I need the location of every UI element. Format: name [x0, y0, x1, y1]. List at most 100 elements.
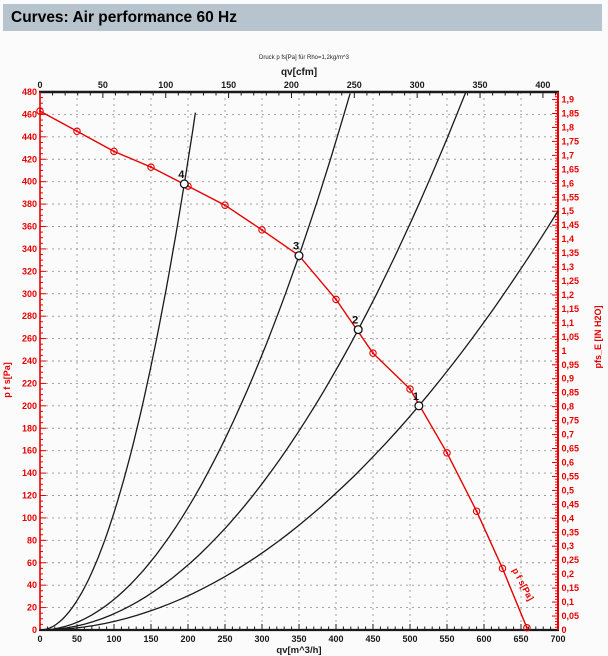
right-axis-tick-label: 0,7	[562, 430, 575, 440]
y-axis-title: p f s[Pa]	[2, 362, 12, 398]
system-curve-3	[39, 93, 351, 631]
right-axis-tick-label: 0,2	[562, 569, 575, 579]
right-axis-tick-label: 0	[562, 625, 567, 635]
right-axis-tick-label: 0,25	[562, 555, 580, 565]
x-axis-tick-label: 350	[291, 634, 306, 644]
grid	[40, 92, 558, 630]
fan-curve-marker	[332, 295, 340, 304]
left-axis-tick-label: 380	[22, 199, 37, 209]
x-axis-tick-label: 550	[439, 634, 454, 644]
axis-spines	[39, 90, 559, 632]
operating-point-3: 3	[293, 241, 304, 261]
fan-curve-marker	[472, 507, 481, 515]
left-axis-tick-label: 260	[22, 334, 37, 344]
chart-subtitle: Druck p fs[Pa] für Rho=1,2kg/m^3	[258, 55, 350, 61]
left-axis-tick-label: 320	[22, 266, 37, 276]
operating-point-2: 2	[352, 315, 363, 335]
page-title: Curves: Air performance 60 Hz	[3, 4, 602, 31]
right-axis-tick-label: 1,8	[562, 122, 575, 132]
operating-point-number: 3	[293, 241, 299, 253]
x-axis-tick-label: 100	[106, 634, 121, 644]
left-axis-tick-label: 100	[22, 513, 37, 523]
right-axis-tick-label: 0,65	[562, 444, 580, 454]
right-axis-tick-label: 0,05	[562, 611, 580, 621]
axis-tick-labels: 0 50 100 150 200 250 300 350 400 450 500 550 600 650 7…	[22, 80, 579, 644]
right-axis-tick-label: 1,75	[562, 136, 580, 146]
right-axis-tick-label: 1,6	[562, 178, 575, 188]
right-axis-tick-label: 1,9	[562, 95, 575, 105]
left-axis-tick-label: 460	[22, 109, 37, 119]
left-axis-tick-label: 280	[22, 311, 37, 321]
right-axis-tick-label: 0,35	[562, 527, 580, 537]
right-axis-tick-label: 1,45	[562, 220, 580, 230]
x-axis-tick-label: 300	[254, 634, 269, 644]
left-axis-tick-label: 0	[32, 625, 37, 635]
right-axis-tick-label: 1,4	[562, 234, 575, 244]
top-axis-tick-label: 150	[221, 80, 236, 90]
fan-curve-marker	[36, 107, 44, 115]
left-axis-tick-label: 340	[22, 244, 37, 254]
right-axis-tick-label: 1	[562, 346, 567, 356]
right-axis-title: pfs_E [IN H2O]	[593, 305, 603, 368]
right-axis-tick-label: 0,55	[562, 471, 580, 481]
x-axis-tick-label: 50	[72, 634, 82, 644]
right-axis-tick-label: 1,2	[562, 290, 575, 300]
right-axis-tick-label: 1,25	[562, 276, 580, 286]
left-axis-tick-label: 160	[22, 446, 37, 456]
operating-point-number: 2	[352, 315, 358, 327]
fan-curve-marker	[406, 385, 414, 393]
operating-point-number: 1	[413, 391, 419, 403]
fan-curve-marker	[498, 564, 507, 573]
right-axis-tick-label: 0,75	[562, 416, 580, 426]
right-axis-tick-label: 1,85	[562, 109, 580, 119]
left-axis-tick-label: 480	[22, 87, 37, 97]
top-axis-tick-label: 350	[473, 80, 488, 90]
right-axis-tick-label: 1,65	[562, 164, 580, 174]
system-curve-4	[39, 112, 197, 631]
right-axis-tick-label: 0,15	[562, 583, 580, 593]
right-axis-tick-label: 0,5	[562, 485, 575, 495]
x-axis-tick-label: 700	[550, 634, 565, 644]
fan-curve-marker	[221, 201, 229, 209]
left-axis-tick-label: 120	[22, 491, 37, 501]
fan-curve-marker	[147, 163, 155, 171]
x-axis-tick-label: 450	[365, 634, 380, 644]
fan-curve-marker	[369, 349, 377, 357]
axis-titles: qv[m^3/h] qv[cfm] p f s[Pa] pfs_E [IN H2O]	[2, 67, 603, 656]
system-curve-2	[39, 92, 467, 631]
right-axis-tick-label: 1,7	[562, 150, 575, 160]
x-axis-tick-label: 600	[476, 634, 491, 644]
left-axis-tick-label: 300	[22, 289, 37, 299]
left-axis-tick-label: 180	[22, 423, 37, 433]
top-axis-tick-label: 200	[284, 80, 299, 90]
x-axis-tick-label: 0	[37, 634, 42, 644]
right-axis-tick-label: 0,9	[562, 374, 575, 384]
top-axis-tick-label: 300	[410, 80, 425, 90]
top-axis-title: qv[cfm]	[281, 67, 317, 78]
right-axis-tick-label: 1,5	[562, 206, 575, 216]
operating-point-number: 4	[178, 169, 185, 181]
left-axis-tick-label: 400	[22, 177, 37, 187]
top-axis-tick-label: 400	[535, 80, 550, 90]
x-axis-tick-label: 400	[328, 634, 343, 644]
left-axis-tick-label: 80	[27, 535, 37, 545]
right-axis-tick-label: 1,05	[562, 332, 580, 342]
right-axis-tick-label: 0,6	[562, 457, 575, 467]
fan-curve-marker	[523, 624, 531, 632]
x-axis-tick-label: 650	[513, 634, 528, 644]
left-axis-tick-label: 60	[27, 558, 37, 568]
right-axis-tick-label: 1,3	[562, 262, 575, 272]
left-axis-tick-label: 240	[22, 356, 37, 366]
right-axis-tick-label: 1,35	[562, 248, 580, 258]
right-axis-tick-label: 0,8	[562, 402, 575, 412]
operating-point-1: 1	[413, 391, 424, 411]
fan-curve: p f s[Pa]	[36, 107, 536, 632]
right-axis-tick-label: 1,55	[562, 192, 580, 202]
top-axis-tick-label: 50	[98, 80, 108, 90]
top-axis-tick-label: 100	[158, 80, 173, 90]
fan-curve-marker	[443, 449, 451, 457]
right-axis-tick-label: 1,15	[562, 304, 580, 314]
right-axis-tick-label: 0,3	[562, 541, 575, 551]
